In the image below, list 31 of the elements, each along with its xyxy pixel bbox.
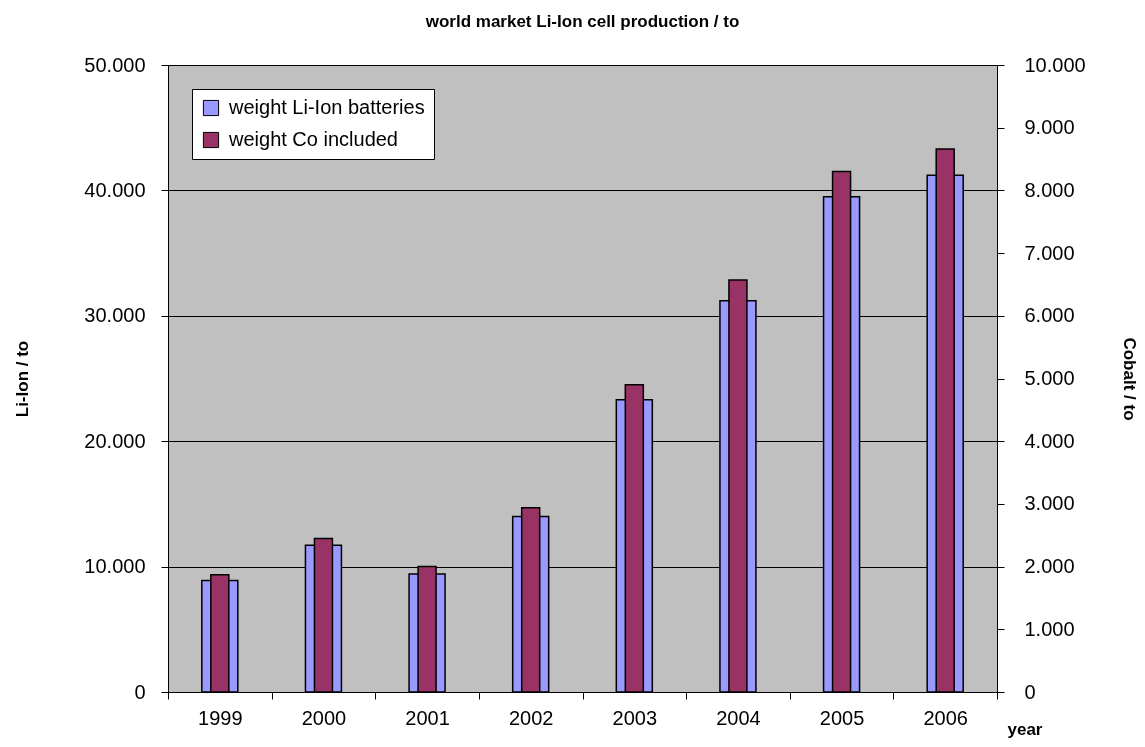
- x-tick-label: 2001: [405, 706, 450, 729]
- x-tick-label: 2004: [716, 706, 761, 729]
- y-tick-label: 30.000: [84, 304, 146, 327]
- y2-axis-title: Cobalt / to: [1119, 337, 1139, 421]
- x-tick-label: 2005: [819, 706, 865, 729]
- y-tick-label: 50.000: [84, 53, 146, 76]
- x-tick-label: 1999: [198, 706, 243, 729]
- y2-tick-label: 2.000: [1024, 555, 1075, 578]
- x-axis-title: year: [1007, 719, 1043, 739]
- y2-tick-label: 9.000: [1024, 116, 1075, 139]
- x-tick-label: 2006: [923, 706, 968, 729]
- legend-label: weight Li-Ion batteries: [228, 96, 425, 118]
- y-axis-title: Li-Ion / to: [13, 340, 33, 418]
- x-tick-label: 2002: [508, 706, 554, 729]
- y2-tick-label: 1.000: [1024, 617, 1075, 640]
- y-tick-label: 20.000: [84, 429, 146, 452]
- y2-tick-label: 4.000: [1024, 429, 1075, 452]
- y2-tick-label: 5.000: [1024, 367, 1075, 389]
- y2-tick-label: 0: [1024, 680, 1036, 703]
- y2-tick-label: 3.000: [1024, 492, 1075, 515]
- y2-tick-label: 7.000: [1024, 241, 1075, 264]
- legend-label: weight Co included: [228, 128, 398, 150]
- y2-tick-label: 6.000: [1024, 304, 1075, 327]
- y2-tick-label: 10.000: [1024, 53, 1086, 76]
- x-tick-label: 2003: [612, 706, 658, 729]
- x-tick-label: 2000: [301, 706, 347, 729]
- y-tick-label: 10.000: [84, 555, 146, 578]
- chart-title: world market Li-Ion cell production / to: [424, 12, 740, 31]
- y-tick-label: 0: [134, 680, 146, 703]
- y-tick-label: 40.000: [84, 178, 146, 201]
- y2-tick-label: 8.000: [1024, 178, 1075, 201]
